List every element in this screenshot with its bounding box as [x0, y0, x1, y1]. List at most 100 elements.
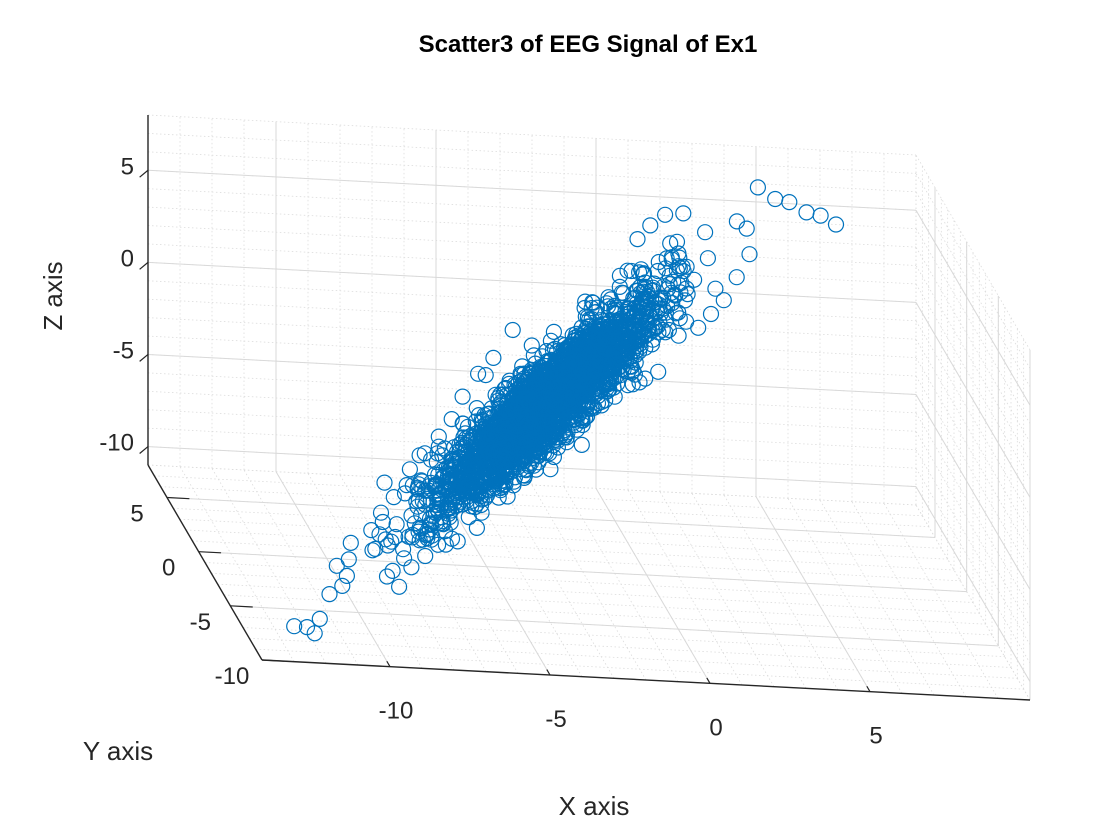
- data-point: [572, 331, 590, 348]
- back-wall-minor-grid-line: [147, 133, 917, 174]
- data-point: [607, 333, 624, 350]
- data-point: [470, 365, 487, 382]
- data-point: [637, 278, 654, 295]
- data-point: [342, 534, 359, 552]
- data-point: [657, 304, 675, 321]
- side-wall-grid-line: [915, 210, 1031, 406]
- data-point: [477, 473, 494, 490]
- data-point: [738, 220, 755, 237]
- data-point: [528, 442, 545, 459]
- data-point: [650, 363, 667, 380]
- data-point: [602, 300, 619, 317]
- data-point: [565, 396, 582, 413]
- z-tick-mark: [139, 169, 149, 178]
- data-point: [468, 487, 485, 504]
- x-tick-mark: [546, 669, 551, 676]
- data-point: [623, 332, 640, 349]
- floor-minor-grid-line: [236, 616, 1005, 658]
- data-point: [463, 462, 480, 479]
- y-tick-mark: [261, 659, 285, 662]
- data-point: [685, 271, 703, 288]
- data-point: [696, 224, 714, 241]
- data-point: [573, 330, 591, 347]
- data-point: [340, 551, 357, 568]
- data-point: [509, 454, 526, 471]
- data-point: [631, 374, 648, 391]
- data-point: [599, 362, 616, 379]
- data-point: [446, 460, 463, 477]
- data-point: [398, 477, 415, 494]
- data-point: [577, 358, 595, 375]
- z-tick-label: -5: [113, 337, 134, 364]
- data-point: [306, 625, 323, 642]
- z-tick-label: -10: [99, 430, 134, 457]
- labels-layer: -10 -5 0 5-10-505-10-505: [99, 153, 882, 749]
- floor-minor-grid-line: [211, 572, 980, 614]
- data-point: [812, 207, 829, 224]
- data-point: [410, 476, 427, 493]
- floor-minor-grid-line: [192, 540, 961, 582]
- points-layer: [286, 179, 845, 642]
- y-tick-mark: [198, 551, 222, 554]
- data-point: [583, 300, 600, 317]
- x-tick-label: -5: [545, 706, 566, 733]
- data-point: [628, 282, 645, 299]
- data-point: [527, 403, 544, 420]
- data-point: [467, 413, 484, 430]
- data-point: [421, 521, 438, 538]
- data-point: [582, 326, 599, 343]
- data-point: [667, 287, 684, 304]
- data-point: [524, 387, 541, 405]
- data-point: [490, 489, 507, 506]
- data-point: [530, 388, 547, 405]
- y-tick-label: 0: [162, 555, 175, 582]
- data-point: [430, 438, 447, 455]
- data-point: [619, 363, 637, 380]
- data-point: [728, 269, 745, 286]
- data-point: [702, 305, 720, 323]
- data-point: [449, 533, 466, 550]
- data-point: [400, 528, 417, 545]
- data-point: [525, 347, 542, 364]
- floor-minor-grid-line: [173, 507, 942, 549]
- floor-minor-grid-line: [249, 637, 1018, 679]
- data-point: [443, 450, 460, 467]
- x-tick-mark: [706, 677, 711, 684]
- x-tick-label: 0: [709, 714, 722, 741]
- data-point: [492, 386, 509, 403]
- data-point: [592, 347, 609, 364]
- data-point: [311, 610, 328, 628]
- floor-minor-grid-line: [185, 529, 955, 571]
- data-point: [517, 416, 534, 433]
- data-point: [638, 299, 655, 316]
- data-point: [437, 536, 454, 553]
- data-point: [495, 386, 512, 403]
- data-point: [487, 462, 504, 479]
- floor-minor-grid-line: [154, 475, 923, 517]
- side-wall-minor-grid-line: [915, 265, 1031, 461]
- data-point: [728, 213, 746, 230]
- floor-minor-grid-line: [160, 486, 929, 528]
- data-point: [473, 504, 490, 521]
- x-axis-line: [261, 659, 1031, 701]
- data-point: [588, 299, 606, 316]
- data-point: [496, 431, 514, 448]
- data-point: [409, 498, 426, 515]
- data-point: [629, 231, 646, 248]
- data-point: [663, 251, 680, 268]
- data-point: [516, 394, 533, 411]
- data-point: [396, 485, 414, 502]
- back-wall-minor-grid-line: [147, 464, 917, 506]
- side-wall-minor-grid-line: [915, 173, 1031, 369]
- data-point: [378, 568, 396, 585]
- back-wall-grid-line: [147, 169, 917, 211]
- data-point: [656, 206, 674, 223]
- data-point: [371, 526, 388, 543]
- data-point: [542, 422, 560, 439]
- data-point: [490, 392, 507, 409]
- floor-minor-grid-line: [204, 562, 974, 603]
- data-point: [403, 559, 420, 576]
- data-point: [460, 474, 477, 491]
- floor-grid-line: [198, 551, 967, 593]
